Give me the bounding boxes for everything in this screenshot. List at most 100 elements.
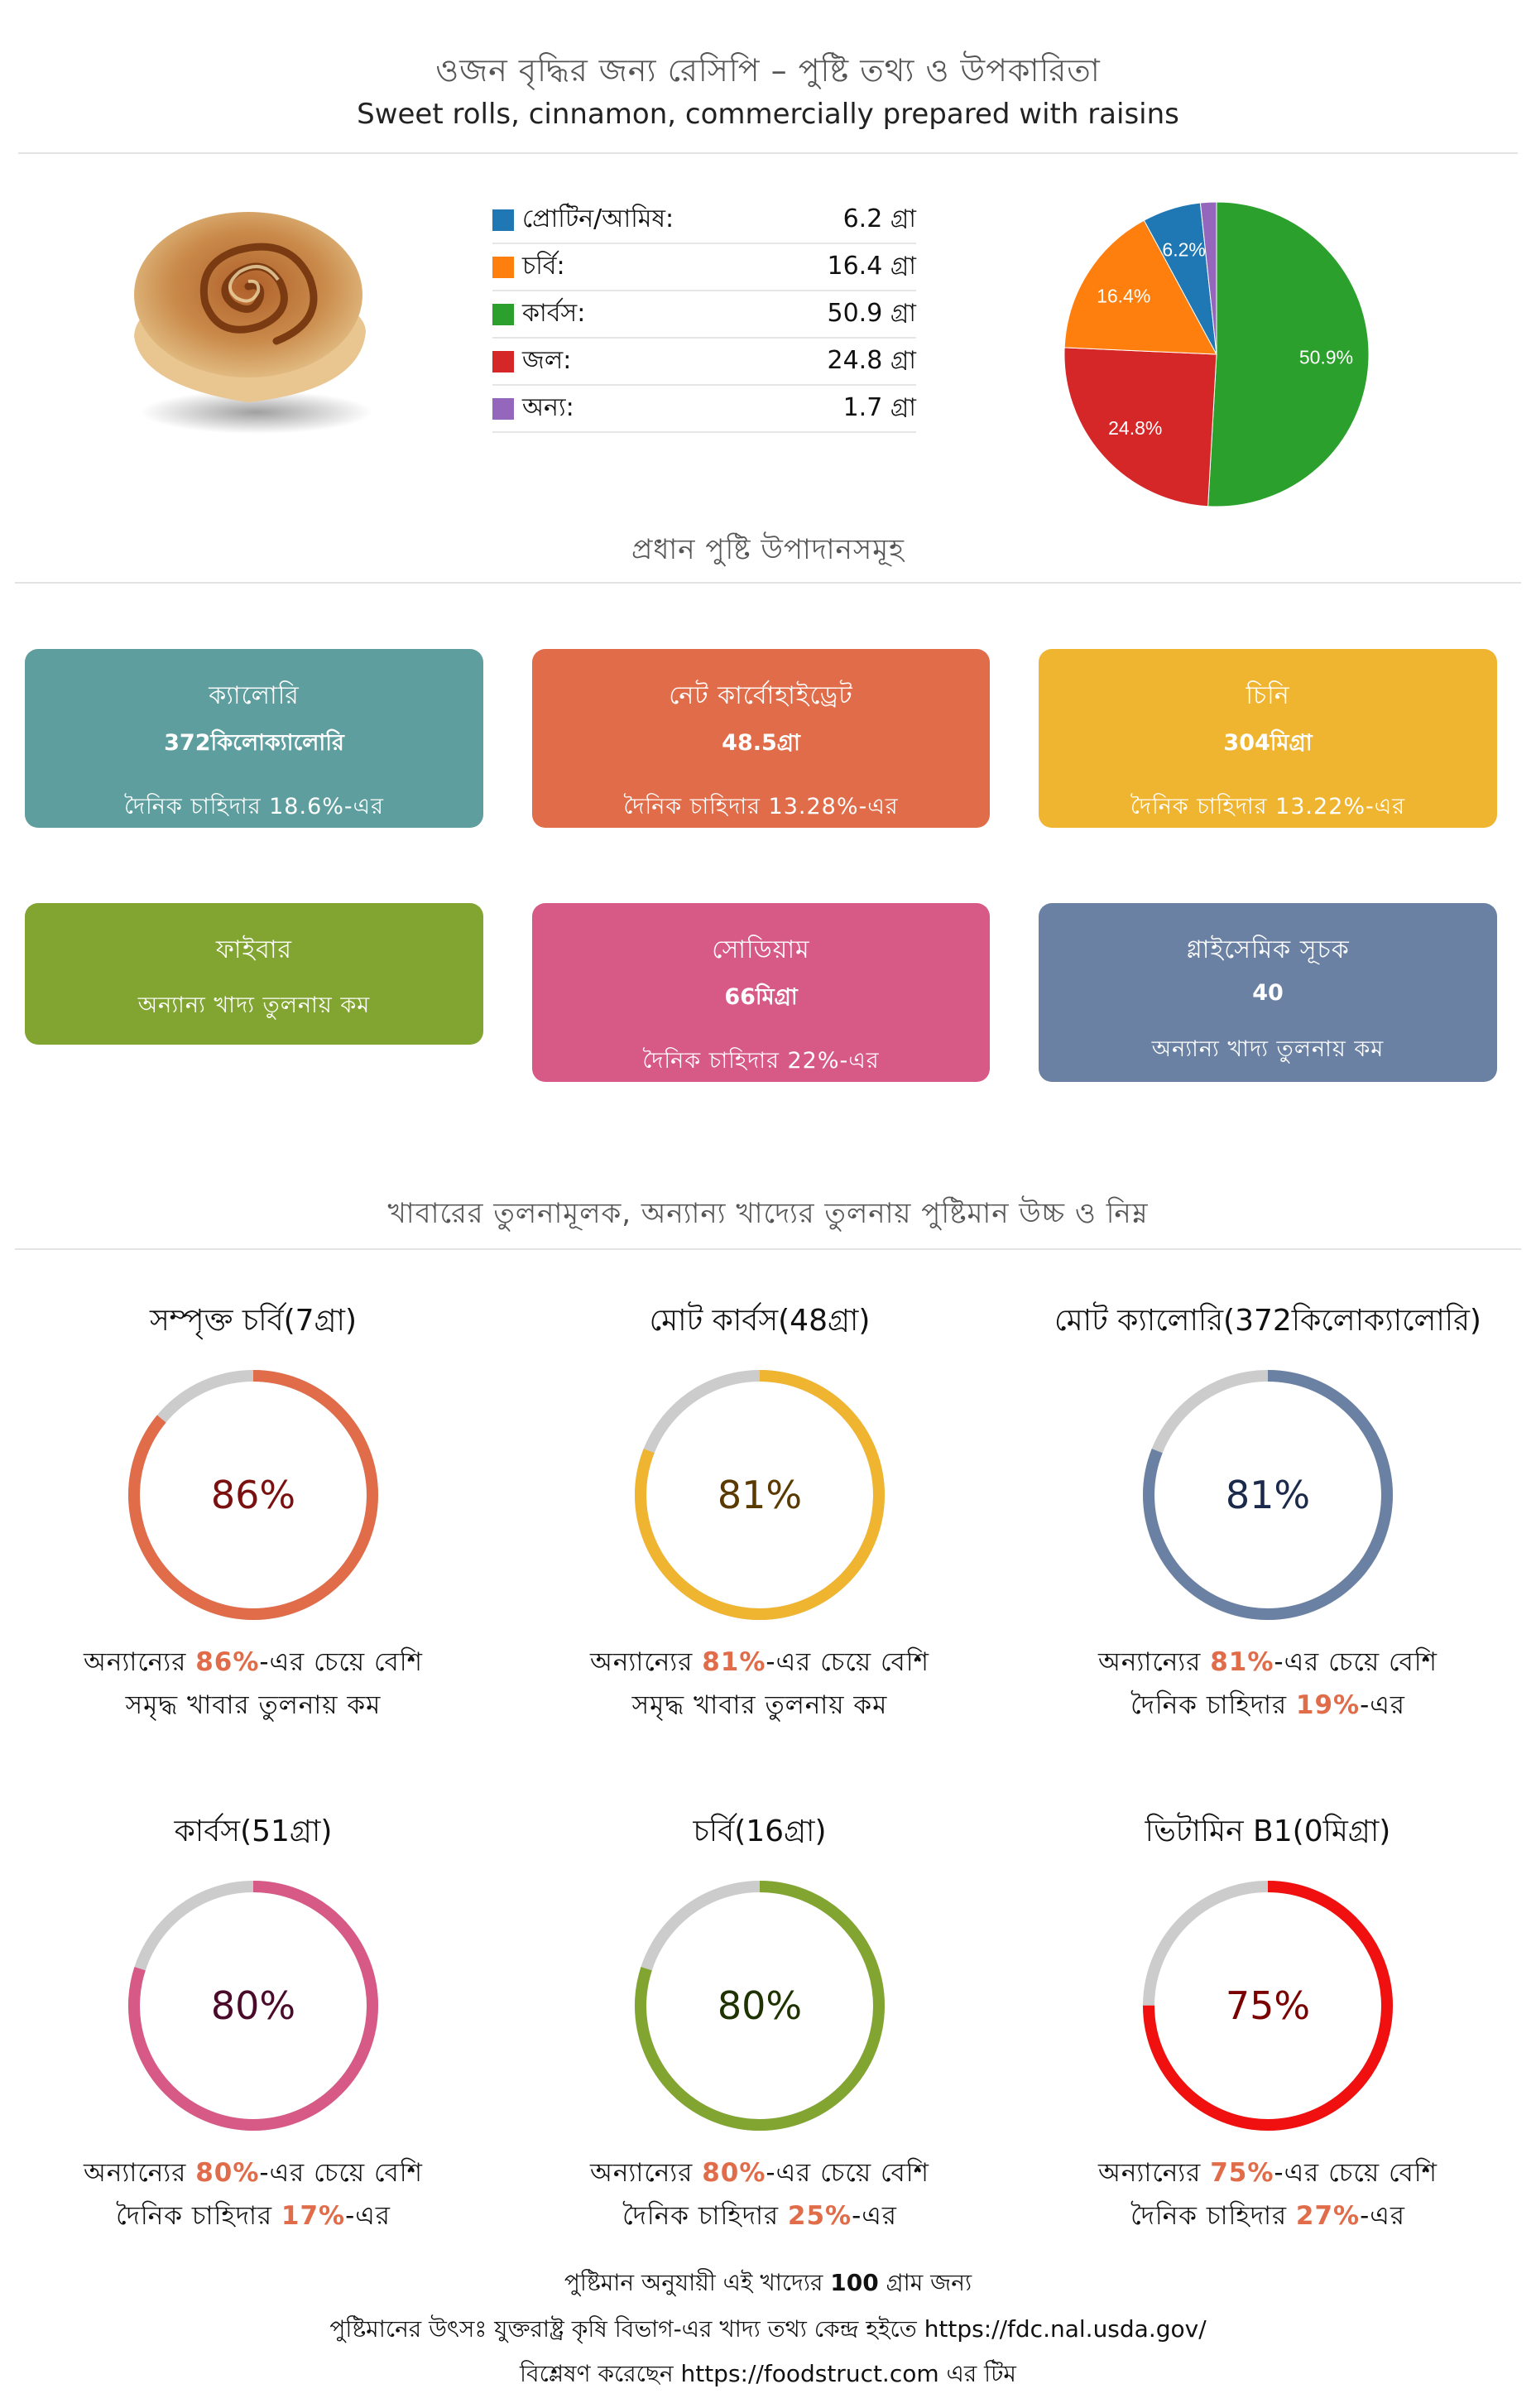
gauge-percent: 80% (718, 1983, 802, 2028)
gauge-caption: অন্যান্যের 80%-এর চেয়ে বেশি দৈনিক চাহিদ… (5, 2151, 502, 2237)
protein-swatch (492, 209, 514, 231)
card-glycemic-index: গ্লাইসেমিক সূচক 40 অন্যান্য খাদ্য তুলনায… (1039, 903, 1497, 1082)
caption-text: -এর (345, 2201, 391, 2231)
card-value: 66মিগ্রা (724, 984, 798, 1010)
pie-slice-label: 16.4% (1097, 286, 1150, 307)
main-nutrients-title: প্রধান পুষ্টি উপাদানসমূহ (631, 533, 905, 566)
caption-text: অন্যান্যের (84, 1647, 196, 1677)
macro-legend: প্রোটিন/আমিষ: 6.2 গ্রা চর্বি: 16.4 গ্রা … (492, 197, 916, 433)
legend-value: 1.7 গ্রা (842, 393, 916, 422)
footer-serving-note: পুষ্টিমান অনুযায়ী এই খাদ্যের 100 গ্রাম … (0, 2265, 1536, 2304)
gauge-total-carbs: মোট কার্বস(48গ্রা) 81% অন্যান্যের 81%-এর… (511, 1298, 1008, 1727)
caption-text: সমৃদ্ধ খাবার তুলনায় কম (631, 1690, 888, 1720)
card-note: দৈনিক চাহিদার 22%-এর (642, 1048, 880, 1074)
caption-highlight: 25% (787, 2201, 852, 2231)
fat-swatch (492, 256, 514, 278)
caption-highlight: 75% (1210, 2158, 1274, 2188)
section1-divider (15, 582, 1521, 584)
caption-text: অন্যান্যের (1098, 1647, 1211, 1677)
caption-text: -এর চেয়ে বেশি (766, 2158, 929, 2188)
legend-label: প্রোটিন/আমিষ: (522, 204, 674, 233)
comparison-title: খাবারের তুলনামূলক, অন্যান্য খাদ্যের তুলন… (387, 1197, 1149, 1230)
gauge-fill (635, 1881, 885, 2131)
gauge-title: ভিটামিন B1(0মিগ্রা) (1145, 1814, 1391, 1848)
footer-text: গ্রাম জন্য (878, 2269, 972, 2296)
gauge-caption: অন্যান্যের 80%-এর চেয়ে বেশি দৈনিক চাহিদ… (511, 2151, 1008, 2237)
legend-row-water: জল: 24.8 গ্রা (492, 339, 916, 386)
gauge-fill (635, 1370, 885, 1620)
cinnamon-roll-illustration (134, 212, 372, 434)
card-fiber: ফাইবার অন্যান্য খাদ্য তুলনায় কম (25, 903, 483, 1045)
gauge-caption: অন্যান্যের 81%-এর চেয়ে বেশি সমৃদ্ধ খাবা… (511, 1641, 1008, 1727)
food-image (124, 195, 374, 449)
legend-label: কার্বস: (522, 299, 586, 328)
caption-highlight: 19% (1295, 1690, 1361, 1720)
caption-text: সমৃদ্ধ খাবার তুলনায় কম (125, 1690, 382, 1720)
legend-value: 24.8 গ্রা (827, 346, 916, 375)
caption-text: দৈনিক চাহিদার (116, 2201, 281, 2231)
gauge-total-calories: মোট ক্যালোরি(372কিলোক্যালোরি) 81% অন্যান… (1020, 1298, 1516, 1727)
gauge-title: মোট কার্বস(48গ্রা) (649, 1304, 871, 1338)
gauge-percent: 81% (718, 1473, 802, 1517)
caption-text: দৈনিক চাহিদার (622, 2201, 788, 2231)
gauge-carbs: কার্বস(51গ্রা) 80% অন্যান্যের 80%-এর চেয… (5, 1809, 502, 2237)
caption-highlight: 81% (1210, 1647, 1274, 1677)
caption-text: -এর চেয়ে বেশি (1274, 1647, 1438, 1677)
card-name: সোডিয়াম (712, 935, 810, 964)
gauge-percent: 86% (211, 1473, 295, 1517)
gauge-fill (128, 1881, 378, 2131)
caption-highlight: 17% (281, 2201, 346, 2231)
footer-credit: বিশ্লেষণ করেছেন https://foodstruct.com এ… (520, 2360, 1016, 2387)
card-sodium: সোডিয়াম 66মিগ্রা দৈনিক চাহিদার 22%-এর (532, 903, 990, 1082)
card-note: দৈনিক চাহিদার 13.28%-এর (623, 794, 899, 819)
caption-text: অন্যান্যের (590, 1647, 703, 1677)
donut-gauge: 80% (128, 1881, 378, 2131)
caption-text: দৈনিক চাহিদার (1130, 1690, 1296, 1720)
donut-gauge: 75% (1143, 1881, 1393, 2131)
caption-highlight: 27% (1295, 2201, 1361, 2231)
water-swatch (492, 350, 514, 372)
donut-gauge: 80% (635, 1881, 885, 2131)
food-name-subtitle: Sweet rolls, cinnamon, commercially prep… (357, 98, 1179, 131)
gauge-caption: অন্যান্যের 81%-এর চেয়ে বেশি দৈনিক চাহিদ… (1020, 1641, 1516, 1727)
card-value: 40 (1252, 980, 1284, 1006)
card-note: দৈনিক চাহিদার 18.6%-এর (123, 794, 385, 819)
pie-svg: 50.9% 24.8% 16.4% 6.2% (1063, 201, 1370, 507)
gauge-saturated-fat: সম্পৃক্ত চর্বি(7গ্রা) 86% অন্যান্যের 86%… (5, 1298, 502, 1727)
legend-row-carbs: কার্বস: 50.9 গ্রা (492, 291, 916, 339)
caption-text: -এর (1360, 1690, 1405, 1720)
pie-slice (1063, 347, 1217, 507)
card-sugar: চিনি 304মিগ্রা দৈনিক চাহিদার 13.22%-এর (1039, 649, 1497, 828)
card-name: নেট কার্বোহাইড্রেট (669, 681, 853, 710)
section2-divider (15, 1248, 1521, 1250)
gauge-fat: চর্বি(16গ্রা) 80% অন্যান্যের 80%-এর চেয়… (511, 1809, 1008, 2237)
caption-text: অন্যান্যের (590, 2158, 703, 2188)
legend-label: অন্য: (522, 393, 574, 422)
caption-highlight: 81% (702, 1647, 766, 1677)
footer-source: পুষ্টিমানের উৎসঃ যুক্তরাষ্ট্র কৃষি বিভাগ… (329, 2315, 1207, 2343)
gauge-vitamin-b1: ভিটামিন B1(0মিগ্রা) 75% অন্যান্যের 75%-এ… (1020, 1809, 1516, 2237)
caption-highlight: 80% (195, 2158, 260, 2188)
pie-slice (1207, 201, 1370, 507)
gauge-percent: 75% (1226, 1983, 1310, 2028)
caption-text: -এর (852, 2201, 897, 2231)
card-calories: ক্যালোরি 372কিলোক্যালোরি দৈনিক চাহিদার 1… (25, 649, 483, 828)
card-name: ফাইবার (215, 935, 293, 964)
gauge-caption: অন্যান্যের 86%-এর চেয়ে বেশি সমৃদ্ধ খাবা… (5, 1641, 502, 1727)
pie-slice-label: 50.9% (1299, 347, 1353, 368)
footer-serving-amount: 100 (830, 2269, 879, 2296)
card-value: 48.5গ্রা (722, 730, 800, 756)
caption-text: -এর চেয়ে বেশি (1274, 2158, 1438, 2188)
macro-pie-chart: 50.9% 24.8% 16.4% 6.2% (1059, 197, 1374, 512)
gauge-title: মোট ক্যালোরি(372কিলোক্যালোরি) (1054, 1304, 1481, 1338)
legend-row-protein: প্রোটিন/আমিষ: 6.2 গ্রা (492, 197, 916, 244)
caption-text: দৈনিক চাহিদার (1130, 2201, 1296, 2231)
pie-slice (1063, 219, 1217, 355)
legend-row-fat: চর্বি: 16.4 গ্রা (492, 244, 916, 291)
legend-value: 16.4 গ্রা (827, 252, 916, 281)
caption-text: অন্যান্যের (1098, 2158, 1211, 2188)
card-note: অন্যান্য খাদ্য তুলনায় কম (137, 993, 371, 1018)
card-note: দৈনিক চাহিদার 13.22%-এর (1130, 794, 1406, 819)
header-divider (18, 152, 1518, 154)
other-swatch (492, 397, 514, 420)
